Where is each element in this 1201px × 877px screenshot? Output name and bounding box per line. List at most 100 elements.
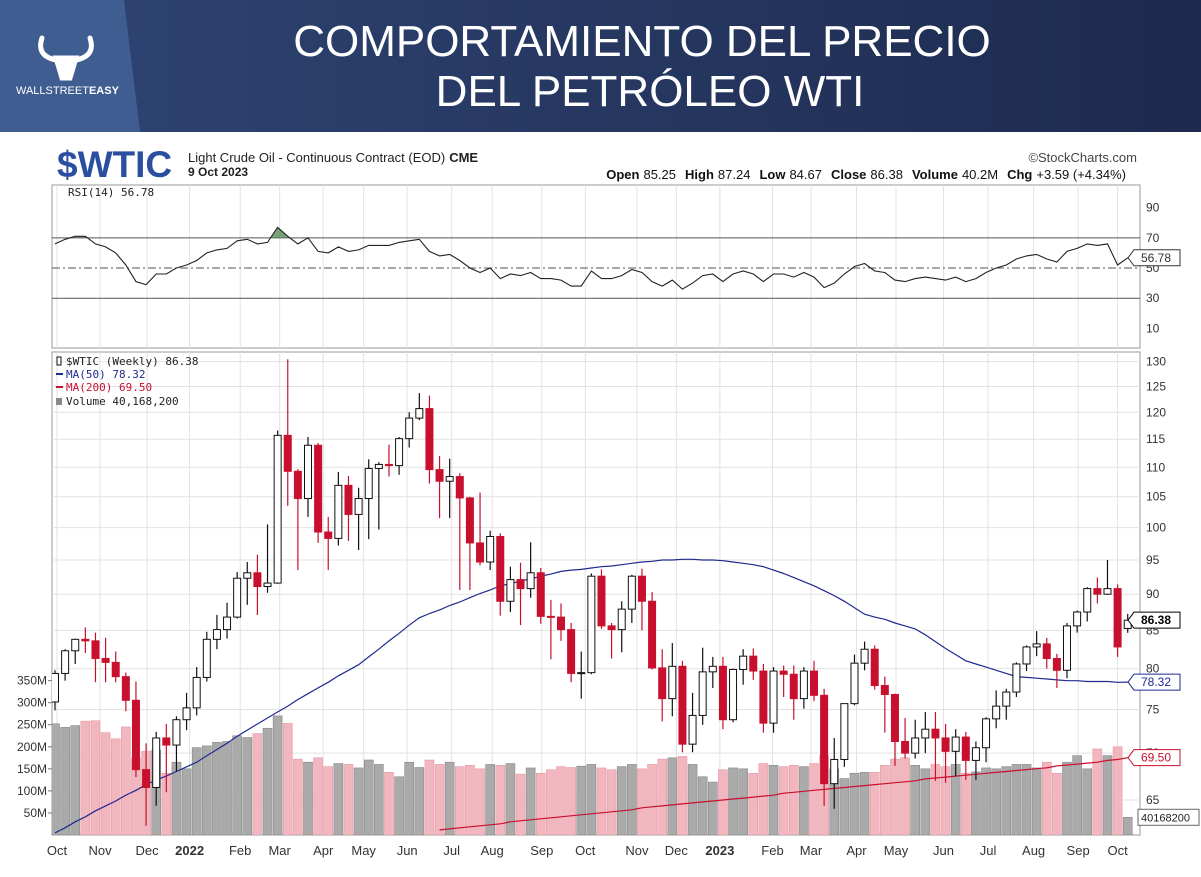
candle-body <box>708 665 717 673</box>
x-tick-label: Jun <box>933 843 954 858</box>
x-tick-label: Dec <box>665 843 689 858</box>
candle-body <box>202 638 211 678</box>
candle-body <box>830 758 839 785</box>
volume-bar <box>839 778 850 835</box>
candle-body <box>223 616 232 631</box>
y-tick-label: 105 <box>1146 490 1166 504</box>
candle-body <box>1042 643 1051 659</box>
candle-body <box>142 769 151 788</box>
volume-bar <box>515 773 526 835</box>
candle-body <box>840 703 849 760</box>
candle-body <box>617 608 626 631</box>
candle-body <box>648 600 657 669</box>
candle-body <box>860 648 869 664</box>
candle-body <box>1073 611 1082 627</box>
candle-body <box>465 497 474 544</box>
candle-body <box>506 579 515 602</box>
volume-bar <box>910 765 921 835</box>
candle-body <box>162 737 171 746</box>
candle-body <box>111 661 120 678</box>
volume-bar <box>313 757 323 835</box>
candle-body <box>627 575 636 610</box>
candle-body <box>425 408 434 471</box>
candle-body <box>789 673 798 700</box>
candle-body <box>880 685 889 696</box>
volume-bar <box>1021 764 1032 835</box>
rsi-panel <box>51 184 1141 349</box>
candle-body <box>395 438 404 467</box>
candle-body <box>354 498 363 515</box>
title-line: COMPORTAMIENTO DEL PRECIO <box>293 17 991 66</box>
y-tick-label: 130 <box>1146 355 1166 369</box>
volume-bar <box>1011 764 1022 835</box>
volume-bar <box>485 764 495 835</box>
candle-body <box>941 737 950 752</box>
candle-body <box>152 737 161 788</box>
candle-body <box>557 616 565 631</box>
logo-text: WALLSTREETEASY <box>16 85 120 97</box>
candle-body <box>901 740 910 754</box>
candle-body <box>739 655 748 670</box>
candle-body <box>688 714 697 745</box>
volume-bar <box>100 732 111 835</box>
volume-bar <box>768 765 779 835</box>
candle-body <box>799 670 808 700</box>
volume-bar <box>424 759 435 835</box>
candle-body <box>263 582 272 588</box>
candle-body <box>435 469 444 482</box>
quote-label: High <box>685 167 714 182</box>
volume-bar <box>323 766 334 835</box>
y-tick-label: 125 <box>1146 379 1166 393</box>
volume-bar <box>627 764 637 835</box>
y2-tick-label: 350M <box>17 674 47 688</box>
logo-icon <box>38 35 94 81</box>
end-tag-label: 86.38 <box>1141 613 1171 627</box>
candle-body <box>779 670 788 675</box>
candle-body <box>971 747 980 761</box>
volume-bar <box>1082 768 1093 835</box>
x-tick-label: Oct <box>47 843 68 858</box>
volume-bar <box>181 768 192 835</box>
candle-body <box>961 736 970 761</box>
quote-value: 87.24 <box>718 167 751 182</box>
date: 9 Oct 2023 <box>188 165 248 179</box>
volume-bar <box>495 765 506 835</box>
rsi-tick-label: 10 <box>1146 321 1160 335</box>
volume-bar <box>90 720 101 835</box>
volume-tag <box>1137 808 1200 826</box>
y-tick-label: 80 <box>1146 662 1160 676</box>
candle-body <box>1113 588 1122 648</box>
rsi-tick-label: 90 <box>1146 201 1160 215</box>
source: ©StockCharts.com <box>1028 150 1137 165</box>
volume-bar <box>242 737 253 835</box>
volume-bar <box>293 758 303 835</box>
volume-bar <box>718 769 728 835</box>
volume-bar <box>282 723 293 835</box>
quote: Open 85.25 High 87.24 Low 84.67 Close 86.38 Volu… <box>606 167 1126 182</box>
candle-body <box>324 531 333 539</box>
volume-bar <box>586 764 597 835</box>
rsi-overbought <box>270 227 290 238</box>
volume-bar <box>252 733 263 835</box>
volume-bar <box>475 768 485 835</box>
candle-body <box>931 728 940 739</box>
x-tick-label: Feb <box>761 843 783 858</box>
volume-bar <box>859 772 870 835</box>
volume-bar <box>880 765 890 835</box>
volume-bar <box>576 765 587 835</box>
quote-label: Open <box>606 167 639 182</box>
volume-bar <box>384 772 394 835</box>
end-tag-label: 78.32 <box>1141 675 1171 689</box>
volume-bar <box>556 766 566 835</box>
volume-bar <box>667 757 678 835</box>
price-layer <box>52 359 1133 835</box>
volume-bar <box>991 768 1001 835</box>
volume-bar <box>394 776 404 835</box>
candle-body <box>182 707 191 721</box>
title-line: DEL PETRÓLEO WTI <box>436 67 865 116</box>
rsi-tick-label: 30 <box>1146 291 1160 305</box>
candle-body <box>769 670 778 724</box>
y2-tick-label: 100M <box>17 784 47 798</box>
description: Light Crude Oil - Continuous Contract (E… <box>188 150 478 165</box>
volume-bar <box>454 766 465 835</box>
